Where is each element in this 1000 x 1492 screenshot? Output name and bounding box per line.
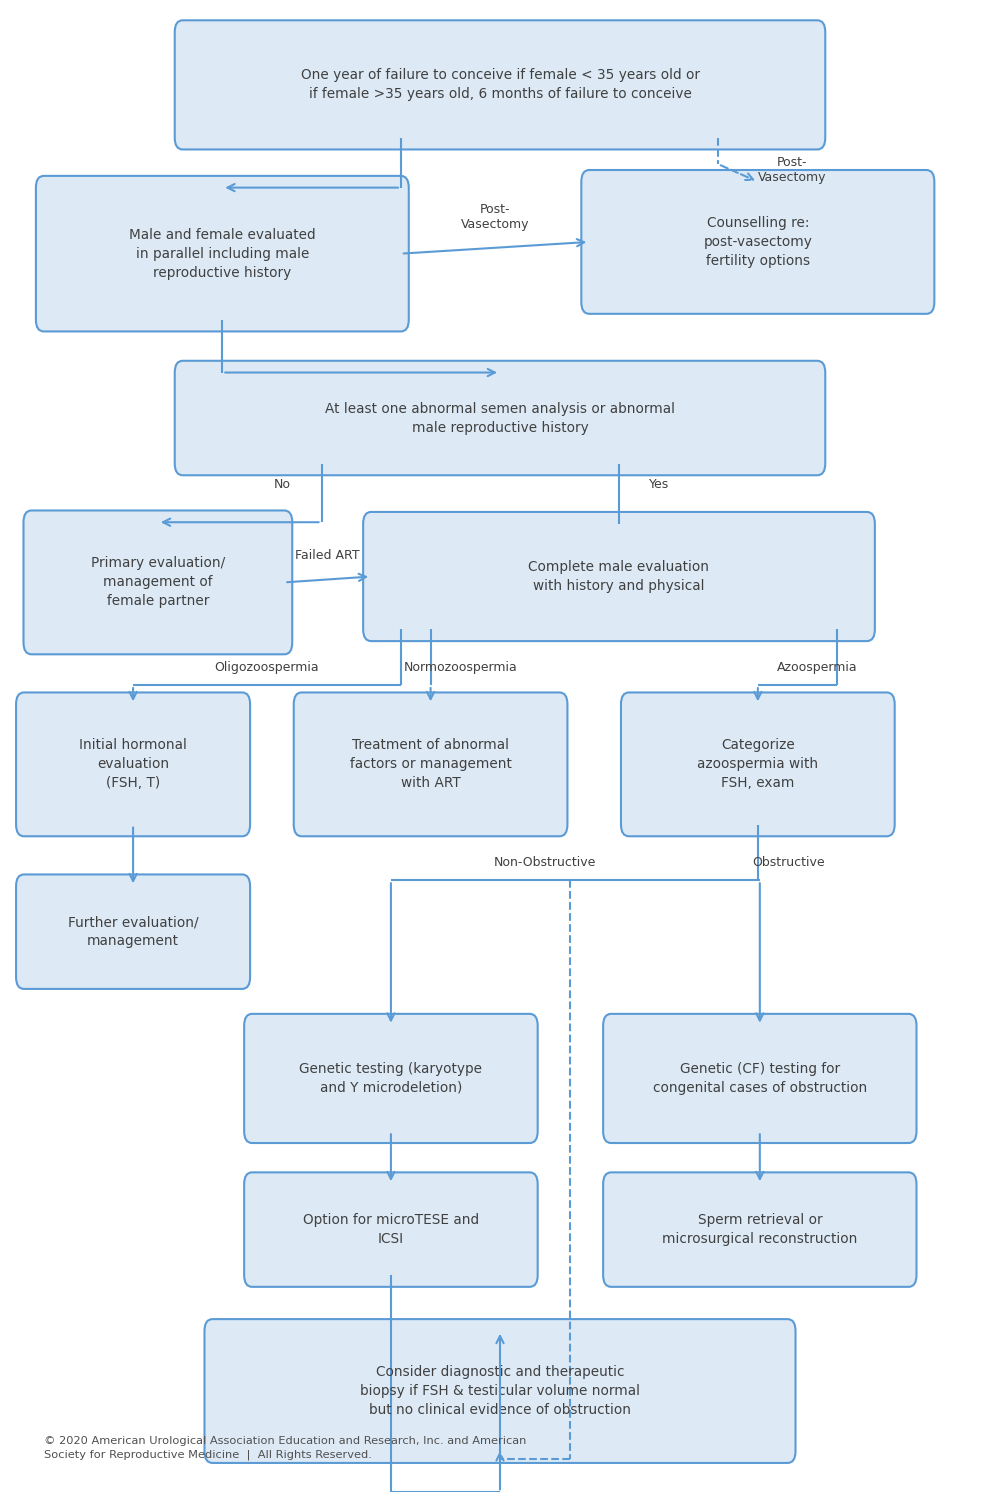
FancyBboxPatch shape [244,1015,538,1143]
FancyBboxPatch shape [603,1173,916,1286]
Text: Genetic (CF) testing for
congenital cases of obstruction: Genetic (CF) testing for congenital case… [653,1062,867,1095]
Text: Male and female evaluated
in parallel including male
reproductive history: Male and female evaluated in parallel in… [129,228,316,279]
FancyBboxPatch shape [363,512,875,642]
Text: No: No [273,477,290,491]
Text: Azoospermia: Azoospermia [777,661,858,674]
Text: Obstructive: Obstructive [752,856,825,870]
Text: Genetic testing (karyotype
and Y microdeletion): Genetic testing (karyotype and Y microde… [299,1062,482,1095]
FancyBboxPatch shape [175,361,825,476]
FancyBboxPatch shape [603,1015,916,1143]
Text: Post-
Vasectomy: Post- Vasectomy [461,203,529,231]
FancyBboxPatch shape [175,21,825,149]
Text: Sperm retrieval or
microsurgical reconstruction: Sperm retrieval or microsurgical reconst… [662,1213,858,1246]
Text: Normozoospermia: Normozoospermia [403,661,517,674]
FancyBboxPatch shape [294,692,567,837]
FancyBboxPatch shape [36,176,409,331]
FancyBboxPatch shape [24,510,292,655]
Text: Further evaluation/
management: Further evaluation/ management [68,915,198,947]
Text: Primary evaluation/
management of
female partner: Primary evaluation/ management of female… [91,557,225,609]
Text: Oligozoospermia: Oligozoospermia [215,661,319,674]
Text: Non-Obstructive: Non-Obstructive [493,856,596,870]
FancyBboxPatch shape [204,1319,796,1464]
Text: Failed ART: Failed ART [295,549,360,562]
Text: Option for microTESE and
ICSI: Option for microTESE and ICSI [303,1213,479,1246]
Text: Consider diagnostic and therapeutic
biopsy if FSH & testicular volume normal
but: Consider diagnostic and therapeutic biop… [360,1365,640,1417]
FancyBboxPatch shape [581,170,934,313]
Text: One year of failure to conceive if female < 35 years old or
if female >35 years : One year of failure to conceive if femal… [301,69,700,101]
Text: Yes: Yes [649,477,669,491]
Text: Complete male evaluation
with history and physical: Complete male evaluation with history an… [528,560,710,592]
Text: At least one abnormal semen analysis or abnormal
male reproductive history: At least one abnormal semen analysis or … [325,401,675,434]
Text: Initial hormonal
evaluation
(FSH, T): Initial hormonal evaluation (FSH, T) [79,739,187,791]
Text: Counselling re:
post-vasectomy
fertility options: Counselling re: post-vasectomy fertility… [703,216,812,269]
FancyBboxPatch shape [621,692,895,837]
FancyBboxPatch shape [244,1173,538,1286]
Text: Categorize
azoospermia with
FSH, exam: Categorize azoospermia with FSH, exam [697,739,818,791]
Text: Post-
Vasectomy: Post- Vasectomy [758,157,826,184]
FancyBboxPatch shape [16,692,250,837]
FancyBboxPatch shape [16,874,250,989]
Text: © 2020 American Urological Association Education and Research, Inc. and American: © 2020 American Urological Association E… [44,1435,526,1461]
Text: Treatment of abnormal
factors or management
with ART: Treatment of abnormal factors or managem… [350,739,512,791]
